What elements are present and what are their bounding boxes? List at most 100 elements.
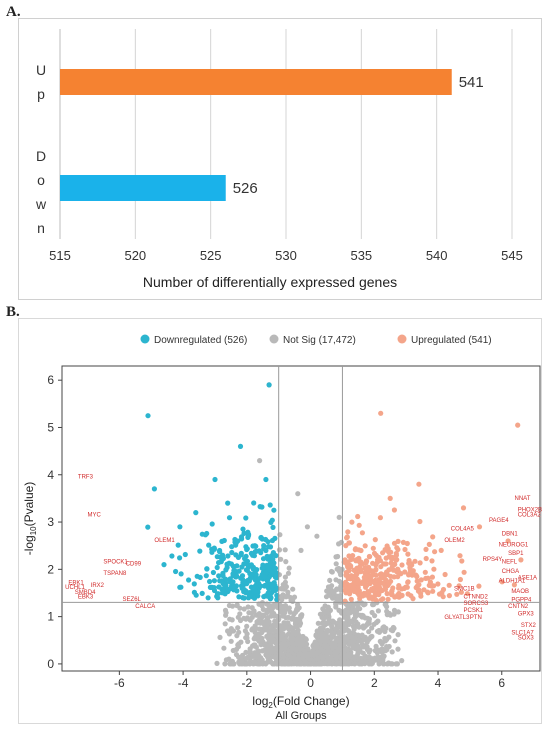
down-point bbox=[229, 549, 235, 556]
up-point bbox=[391, 507, 397, 513]
up-point bbox=[410, 596, 416, 602]
up-point bbox=[345, 529, 351, 535]
not-sig-point bbox=[347, 631, 353, 637]
not-sig-point bbox=[250, 643, 256, 649]
down-point bbox=[256, 576, 262, 582]
up-point bbox=[393, 552, 399, 558]
not-sig-point bbox=[264, 633, 270, 639]
not-sig-point bbox=[283, 620, 289, 626]
not-sig-point bbox=[264, 624, 270, 631]
not-sig-point bbox=[272, 618, 278, 624]
down-point bbox=[272, 565, 279, 571]
gene-label: GPX3 bbox=[518, 612, 535, 618]
not-sig-point bbox=[324, 636, 330, 642]
gene-label: COL3A2 bbox=[518, 512, 542, 518]
not-sig-point bbox=[263, 661, 269, 667]
down-point bbox=[261, 543, 267, 549]
up-point bbox=[430, 588, 436, 594]
up-point bbox=[373, 567, 379, 573]
not-sig-point bbox=[386, 634, 392, 640]
up-point bbox=[431, 566, 437, 572]
not-sig-point bbox=[255, 648, 262, 654]
up-point bbox=[395, 546, 401, 553]
up-point bbox=[349, 519, 355, 525]
down-point bbox=[271, 587, 277, 593]
up-point bbox=[409, 562, 415, 568]
down-point bbox=[273, 573, 279, 579]
not-sig-point bbox=[320, 606, 326, 612]
x-tick-label: 535 bbox=[350, 248, 372, 263]
down-point bbox=[216, 560, 222, 566]
not-sig-point bbox=[395, 609, 401, 615]
not-sig-point bbox=[366, 629, 372, 635]
not-sig-point bbox=[282, 547, 288, 553]
gene-label: SBP1 bbox=[508, 551, 524, 557]
up-point bbox=[414, 583, 420, 589]
up-point bbox=[418, 593, 424, 599]
gene-label: IRX2 bbox=[91, 583, 105, 589]
up-point bbox=[405, 551, 411, 557]
gene-label: SORCS3 bbox=[464, 601, 489, 607]
down-point bbox=[244, 561, 250, 567]
down-point bbox=[251, 553, 257, 559]
bar-down bbox=[60, 175, 226, 201]
category-label-letter: p bbox=[37, 86, 45, 102]
gene-label: OLEM1 bbox=[154, 538, 175, 544]
down-point bbox=[145, 413, 151, 419]
down-point bbox=[238, 550, 244, 556]
down-point bbox=[272, 535, 278, 541]
down-point bbox=[263, 476, 269, 483]
down-point bbox=[241, 587, 247, 593]
up-point bbox=[436, 591, 443, 597]
down-point bbox=[206, 542, 212, 548]
up-point bbox=[394, 569, 400, 575]
not-sig-point bbox=[261, 613, 267, 619]
not-sig-point bbox=[271, 602, 277, 608]
up-point bbox=[361, 574, 367, 580]
down-point bbox=[235, 538, 241, 544]
up-point bbox=[395, 538, 401, 544]
not-sig-point bbox=[278, 661, 285, 667]
not-sig-point bbox=[340, 642, 346, 648]
not-sig-point bbox=[254, 619, 260, 625]
down-point bbox=[221, 537, 227, 544]
not-sig-point bbox=[352, 661, 358, 667]
up-point bbox=[356, 547, 362, 553]
not-sig-point bbox=[303, 636, 309, 642]
gene-label: RPS4Y bbox=[483, 557, 503, 563]
not-sig-point bbox=[395, 632, 401, 638]
up-point bbox=[376, 581, 383, 587]
up-point bbox=[359, 530, 365, 536]
not-sig-point bbox=[353, 623, 360, 629]
up-point bbox=[431, 583, 437, 589]
down-point bbox=[193, 510, 199, 516]
not-sig-point bbox=[324, 608, 330, 614]
down-point bbox=[191, 589, 197, 595]
not-sig-point bbox=[314, 533, 320, 539]
not-sig-point bbox=[325, 649, 331, 655]
not-sig-point bbox=[373, 643, 379, 649]
up-point bbox=[402, 546, 408, 553]
up-point bbox=[370, 545, 376, 551]
not-sig-point bbox=[329, 623, 335, 629]
not-sig-point bbox=[333, 661, 340, 667]
not-sig-point bbox=[287, 625, 293, 631]
down-point bbox=[258, 535, 264, 541]
not-sig-point bbox=[229, 603, 236, 609]
not-sig-point bbox=[376, 647, 382, 653]
not-sig-point bbox=[271, 661, 277, 667]
not-sig-point bbox=[339, 610, 345, 616]
not-sig-point bbox=[217, 634, 223, 640]
not-sig-point bbox=[337, 617, 343, 623]
not-sig-point bbox=[237, 661, 243, 667]
up-point bbox=[377, 571, 383, 577]
up-point bbox=[378, 410, 384, 416]
bar-value-label: 526 bbox=[233, 180, 258, 197]
down-point bbox=[227, 579, 233, 585]
down-point bbox=[214, 554, 220, 560]
up-point bbox=[366, 595, 372, 601]
not-sig-point bbox=[283, 584, 289, 590]
up-point bbox=[372, 577, 378, 583]
not-sig-point bbox=[255, 661, 261, 667]
not-sig-point bbox=[361, 637, 367, 643]
